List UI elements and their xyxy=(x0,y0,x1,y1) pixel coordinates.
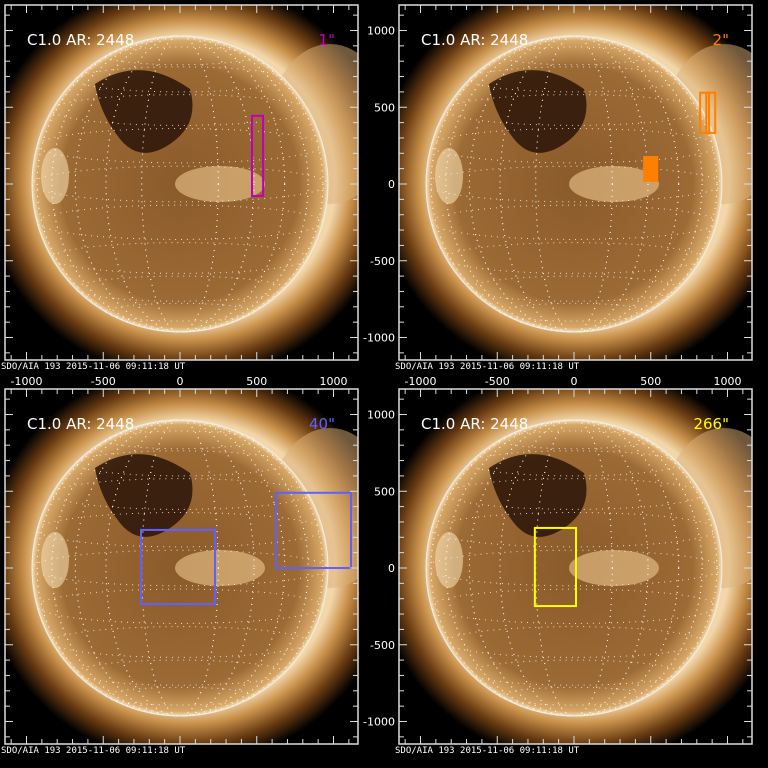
east-limb-region xyxy=(41,148,69,204)
x-tick-label: 1000 xyxy=(714,375,742,388)
longitude-grid xyxy=(51,35,309,333)
panel-3: C1.0 AR: 2448 40" SDO/AIA 193 2015-11-06 0… xyxy=(1,388,359,756)
longitude-grid xyxy=(499,419,649,717)
solar-image xyxy=(399,5,752,360)
resolution-label: 1" xyxy=(319,31,335,49)
coronal-hole xyxy=(489,70,587,153)
active-region xyxy=(175,550,265,586)
observation-footer: SDO/AIA 193 2015-11-06 09:11:18 UT xyxy=(395,362,580,372)
x-tick-label: -500 xyxy=(485,375,510,388)
longitude-grid xyxy=(105,419,255,717)
resolution-label: 266" xyxy=(693,415,729,433)
y-tick-label: -1000 xyxy=(363,332,395,345)
longitude-grid xyxy=(535,35,613,333)
region-box xyxy=(274,491,352,569)
x-tick-label: -1000 xyxy=(11,375,43,388)
observation-footer: SDO/AIA 193 2015-11-06 09:11:18 UT xyxy=(1,362,186,372)
panel-1: -1000 -500 0 500 1000 C1.0 AR: 2448 1" SDO/AIA … xyxy=(1,4,359,388)
region-box xyxy=(699,91,711,134)
solar-image xyxy=(5,5,358,360)
solar-image xyxy=(5,389,358,744)
y-tick-label: 1000 xyxy=(367,409,395,422)
region-box xyxy=(643,155,659,182)
x-tick-label: -1000 xyxy=(405,375,437,388)
axes-frame xyxy=(4,4,359,361)
limb-circle xyxy=(31,35,329,333)
y-tick-label: 500 xyxy=(374,101,395,114)
active-region xyxy=(569,166,659,202)
coronal-hole xyxy=(95,454,193,537)
active-region xyxy=(175,166,265,202)
longitude-grid xyxy=(445,419,703,717)
x-tick-label: 0 xyxy=(571,375,578,388)
panel-title: C1.0 AR: 2448 xyxy=(421,415,528,433)
limb-circle xyxy=(425,35,723,333)
coronal-hole xyxy=(95,70,193,153)
y-tick-label: 0 xyxy=(388,562,395,575)
east-limb-region xyxy=(435,532,463,588)
region-box xyxy=(705,91,717,134)
observation-footer: SDO/AIA 193 2015-11-06 09:11:18 UT xyxy=(395,746,580,756)
longitude-grid xyxy=(74,35,286,333)
x-tick-label: -500 xyxy=(91,375,116,388)
observation-footer: SDO/AIA 193 2015-11-06 09:11:18 UT xyxy=(1,746,186,756)
region-box xyxy=(140,528,216,606)
y-tick-label: 1000 xyxy=(367,25,395,38)
axes-frame xyxy=(398,388,753,745)
longitude-grid xyxy=(468,35,680,333)
longitude-grid xyxy=(105,35,255,333)
coronal-hole xyxy=(489,454,587,537)
longitude-grid xyxy=(468,419,680,717)
y-tick-label: -500 xyxy=(370,255,395,268)
limb-circle xyxy=(425,419,723,717)
panel-title: C1.0 AR: 2448 xyxy=(421,31,528,49)
region-box xyxy=(250,114,265,197)
panel-4: -1000 -500 0 500 1000 C1.0 AR: 2448 266" SDO/AI… xyxy=(363,388,753,756)
region-box xyxy=(533,526,577,608)
y-tick-label: 500 xyxy=(374,485,395,498)
active-region xyxy=(569,550,659,586)
axes-frame xyxy=(398,4,753,361)
x-tick-label: 0 xyxy=(177,375,184,388)
solar-image xyxy=(399,389,752,744)
longitude-grid xyxy=(445,35,703,333)
east-limb-region xyxy=(41,532,69,588)
y-tick-label: 0 xyxy=(388,178,395,191)
x-tick-label: 500 xyxy=(246,375,267,388)
axes-frame xyxy=(4,388,359,745)
panel-2: -1000 -500 0 500 1000 -1000 -500 0 500 1000 C1.0 A… xyxy=(363,4,753,388)
longitude-grid xyxy=(141,35,219,333)
resolution-label: 2" xyxy=(713,31,729,49)
x-tick-label: 1000 xyxy=(320,375,348,388)
resolution-label: 40" xyxy=(309,415,335,433)
panel-title: C1.0 AR: 2448 xyxy=(27,31,134,49)
y-tick-label: -500 xyxy=(370,639,395,652)
panel-title: C1.0 AR: 2448 xyxy=(27,415,134,433)
east-limb-region xyxy=(435,148,463,204)
longitude-grid xyxy=(499,35,649,333)
x-tick-label: 500 xyxy=(640,375,661,388)
y-tick-label: -1000 xyxy=(363,716,395,729)
